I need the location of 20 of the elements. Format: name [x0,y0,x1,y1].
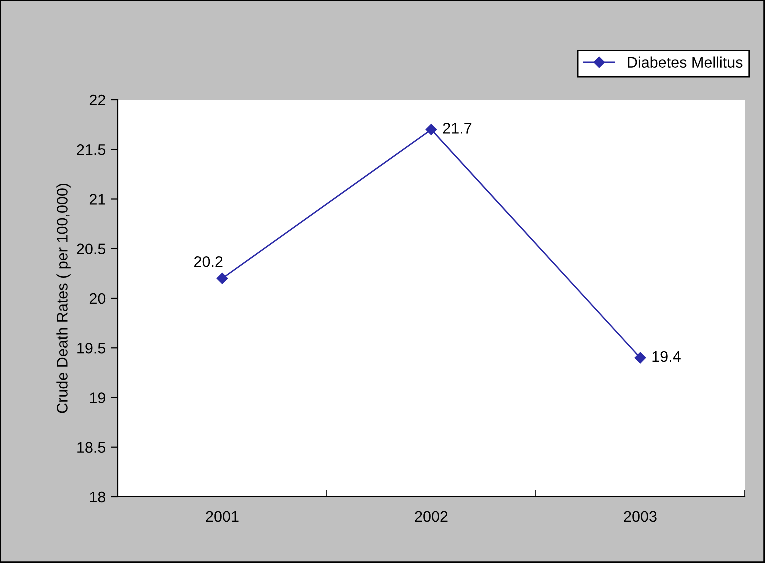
y-tick-label: 19.5 [78,342,106,354]
y-tick-label: 19 [90,392,106,404]
point [426,124,438,136]
y-tick-label: 22 [90,94,106,106]
x-tick-label: 2002 [415,511,448,522]
y-tick-label: 18 [90,492,106,503]
y-tick-label: 20 [90,293,106,304]
y-tick-label: 18.5 [78,442,106,454]
point [216,273,228,284]
x-tick-label: 2003 [624,511,657,522]
x-tick-label: 2001 [206,511,239,522]
y-axis-title: Crude Death Rates ( per 100,000) [56,184,71,414]
point [634,352,646,364]
y-tick-label: 21.5 [77,144,106,156]
legend-label: Diabetes Mellitus [628,56,743,68]
data-label: 21.7 [443,123,472,134]
data-label: 19.4 [652,351,681,362]
y-tick-label: 21 [90,194,106,205]
y-tick-label: 20.5 [77,244,106,255]
data-label: 20.2 [194,256,223,268]
